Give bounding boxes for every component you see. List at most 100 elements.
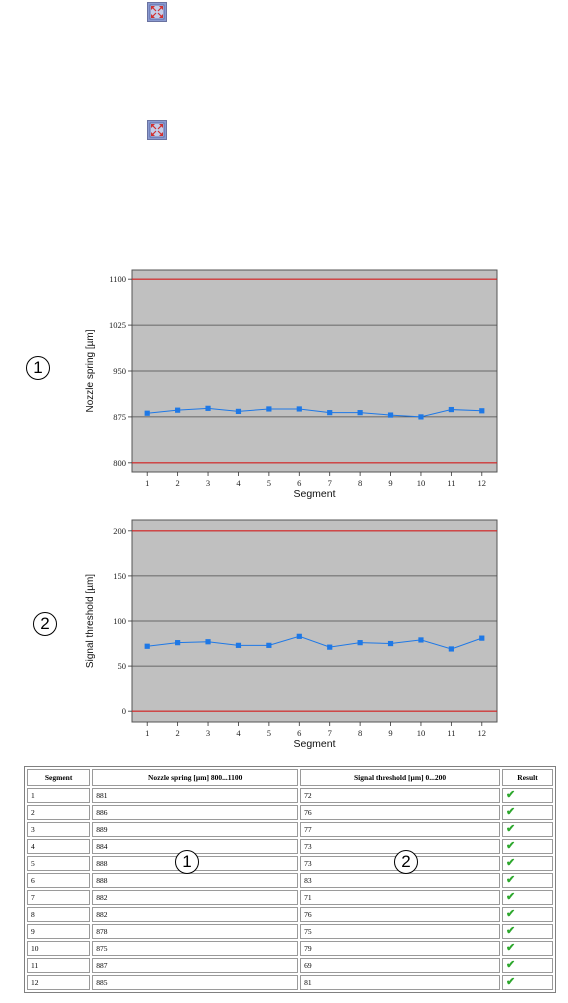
callout-marker: 1 — [26, 356, 50, 380]
cell-nozzle-spring: 882 — [92, 907, 299, 922]
cell-segment: 5 — [27, 856, 91, 871]
y-axis-label: Signal threshold [µm] — [85, 574, 96, 668]
cell-signal-threshold: 75 — [300, 924, 500, 939]
cell-nozzle-spring: 882 — [92, 890, 299, 905]
cell-result: ✔ — [501, 958, 553, 973]
x-tick-label: 6 — [297, 728, 301, 738]
nozzle-spring-point-8 — [357, 410, 363, 416]
signal-threshold-point-8 — [357, 640, 363, 646]
cell-segment: 4 — [27, 839, 91, 854]
nozzle-spring-point-2 — [175, 407, 181, 413]
nozzle-spring-point-10 — [418, 414, 424, 420]
x-axis-label: Segment — [293, 488, 335, 500]
signal-threshold-point-5 — [266, 642, 272, 648]
y-tick-label: 200 — [113, 526, 126, 536]
nozzle-spring-point-3 — [205, 405, 211, 411]
cell-signal-threshold: 79 — [300, 941, 500, 956]
nozzle-spring-point-11 — [448, 406, 454, 413]
y-axis-label: Nozzle spring [µm] — [85, 329, 96, 412]
signal-threshold-point-2 — [175, 640, 181, 646]
table-row: 8 882 76 ✔ — [27, 907, 553, 922]
table-row: 4 884 73 ✔ — [27, 839, 553, 854]
x-tick-label: 12 — [478, 478, 487, 488]
cell-signal-threshold: 69 — [300, 958, 500, 973]
table-row: 1 881 72 ✔ — [27, 788, 553, 803]
cell-nozzle-spring: 884 — [92, 839, 299, 854]
cell-result: ✔ — [501, 924, 553, 939]
cell-segment: 6 — [27, 873, 91, 888]
cell-segment: 11 — [27, 958, 91, 973]
table-row: 10 875 79 ✔ — [27, 941, 553, 956]
cell-segment: 12 — [27, 975, 91, 990]
signal-threshold-point-4 — [235, 642, 242, 648]
y-tick-label: 0 — [122, 706, 126, 716]
x-tick-label: 1 — [145, 478, 149, 488]
cell-nozzle-spring: 885 — [92, 975, 299, 990]
cell-signal-threshold: 71 — [300, 890, 500, 905]
callout-marker: 2 — [394, 850, 418, 874]
cell-segment: 10 — [27, 941, 91, 956]
x-tick-label: 11 — [447, 478, 455, 488]
x-tick-label: 9 — [388, 728, 392, 738]
nozzle-spring-point-4 — [235, 408, 242, 414]
x-tick-label: 4 — [236, 728, 241, 738]
cell-signal-threshold: 76 — [300, 907, 500, 922]
column-header-result: Result — [501, 769, 553, 786]
cell-segment: 2 — [27, 805, 91, 820]
cell-result: ✔ — [501, 873, 553, 888]
cell-result: ✔ — [501, 788, 553, 803]
cell-nozzle-spring: 889 — [92, 822, 299, 837]
x-tick-label: 8 — [358, 728, 362, 738]
cell-segment: 9 — [27, 924, 91, 939]
nozzle-spring-point-12 — [479, 408, 485, 414]
table-header-row: Segment Nozzle spring [µm] 800...1100 Si… — [27, 769, 553, 786]
column-header-nozzle-spring: Nozzle spring [µm] 800...1100 — [92, 769, 299, 786]
cell-nozzle-spring: 888 — [92, 873, 299, 888]
callout-marker: 2 — [33, 612, 57, 636]
cell-result: ✔ — [501, 975, 553, 990]
cell-result: ✔ — [501, 822, 553, 837]
table-row: 7 882 71 ✔ — [27, 890, 553, 905]
cell-signal-threshold: 76 — [300, 805, 500, 820]
x-tick-label: 10 — [417, 728, 426, 738]
x-tick-label: 11 — [447, 728, 455, 738]
x-tick-label: 6 — [297, 478, 301, 488]
nozzle-spring-point-5 — [266, 406, 272, 412]
cell-segment: 7 — [27, 890, 91, 905]
table-row: 5 888 73 ✔ — [27, 856, 553, 871]
y-tick-label: 950 — [113, 366, 126, 376]
cell-signal-threshold: 83 — [300, 873, 500, 888]
x-tick-label: 7 — [328, 478, 332, 488]
callout-marker: 1 — [175, 850, 199, 874]
column-header-segment: Segment — [27, 769, 91, 786]
cell-segment: 1 — [27, 788, 91, 803]
signal-threshold-point-10 — [418, 637, 424, 643]
x-axis-label: Segment — [293, 738, 335, 750]
expand-icon[interactable] — [147, 2, 167, 22]
nozzle-spring-point-9 — [387, 412, 394, 418]
expand-icon[interactable] — [147, 120, 167, 140]
cell-segment: 8 — [27, 907, 91, 922]
x-tick-label: 8 — [358, 478, 362, 488]
cell-signal-threshold: 72 — [300, 788, 500, 803]
nozzle-spring-point-7 — [327, 410, 333, 416]
cell-segment: 3 — [27, 822, 91, 837]
y-tick-label: 50 — [118, 661, 127, 671]
cell-result: ✔ — [501, 907, 553, 922]
signal-threshold-point-12 — [479, 635, 485, 641]
nozzle-spring-point-1 — [144, 410, 150, 416]
cell-signal-threshold: 77 — [300, 822, 500, 837]
cell-nozzle-spring: 886 — [92, 805, 299, 820]
signal-threshold-point-7 — [327, 644, 333, 650]
x-tick-label: 5 — [267, 728, 271, 738]
cell-nozzle-spring: 881 — [92, 788, 299, 803]
x-tick-label: 2 — [176, 728, 180, 738]
cell-nozzle-spring: 878 — [92, 924, 299, 939]
x-tick-label: 7 — [328, 728, 332, 738]
cell-result: ✔ — [501, 805, 553, 820]
cell-result: ✔ — [501, 941, 553, 956]
signal-threshold-point-6 — [296, 633, 302, 639]
cell-result: ✔ — [501, 856, 553, 871]
cell-result: ✔ — [501, 890, 553, 905]
